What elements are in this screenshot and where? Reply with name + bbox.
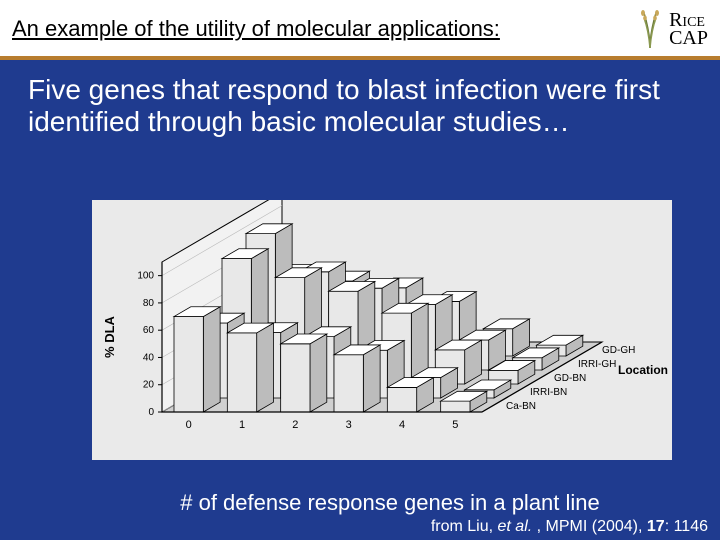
chart-area: Amount of disease 020406080100% DLA01234… — [30, 200, 690, 470]
svg-text:40: 40 — [143, 352, 155, 363]
logo-line2: CAP — [669, 29, 708, 47]
svg-text:100: 100 — [137, 271, 154, 282]
citation-italic: et al. — [498, 518, 533, 535]
svg-text:Location: Location — [618, 363, 668, 377]
svg-text:1: 1 — [239, 419, 245, 431]
svg-text:3: 3 — [346, 419, 352, 431]
svg-text:IRRI-BN: IRRI-BN — [530, 387, 567, 398]
chart-box: 0 20 40 60 80 100 % DLA 0 1 2 3 4 5 Ca-BN IRRI-BN GD-BN… — [92, 200, 672, 460]
header-bar: An example of the utility of molecular a… — [0, 0, 720, 60]
svg-text:60: 60 — [143, 325, 155, 336]
svg-text:% DLA: % DLA — [102, 315, 117, 358]
x-axis-label: # of defense response genes in a plant l… — [110, 490, 670, 516]
citation-bold: 17 — [647, 518, 665, 535]
citation-middle: , MPMI (2004), — [532, 518, 647, 535]
citation: from Liu, et al. , MPMI (2004), 17: 1146 — [431, 518, 708, 536]
logo-text: Rice CAP — [669, 11, 708, 47]
citation-prefix: from Liu, — [431, 518, 498, 535]
svg-text:4: 4 — [399, 419, 405, 431]
svg-text:2: 2 — [292, 419, 298, 431]
rice-plant-icon — [635, 10, 665, 48]
citation-suffix: : 1146 — [665, 518, 708, 535]
svg-text:5: 5 — [452, 419, 458, 431]
svg-text:80: 80 — [143, 298, 155, 309]
svg-text:IRRI-GH: IRRI-GH — [578, 359, 616, 370]
ricecap-logo: Rice CAP — [635, 10, 708, 48]
bar3d-chart: 0 20 40 60 80 100 % DLA 0 1 2 3 4 5 Ca-BN IRRI-BN GD-BN… — [92, 200, 672, 460]
svg-text:GD-BN: GD-BN — [554, 373, 586, 384]
svg-text:20: 20 — [143, 380, 155, 391]
svg-text:0: 0 — [148, 407, 154, 418]
header-title: An example of the utility of molecular a… — [12, 16, 500, 42]
svg-text:Ca-BN: Ca-BN — [506, 401, 536, 412]
svg-text:GD-GH: GD-GH — [602, 345, 635, 356]
subtitle-text: Five genes that respond to blast infecti… — [0, 60, 720, 146]
svg-text:0: 0 — [186, 419, 192, 431]
